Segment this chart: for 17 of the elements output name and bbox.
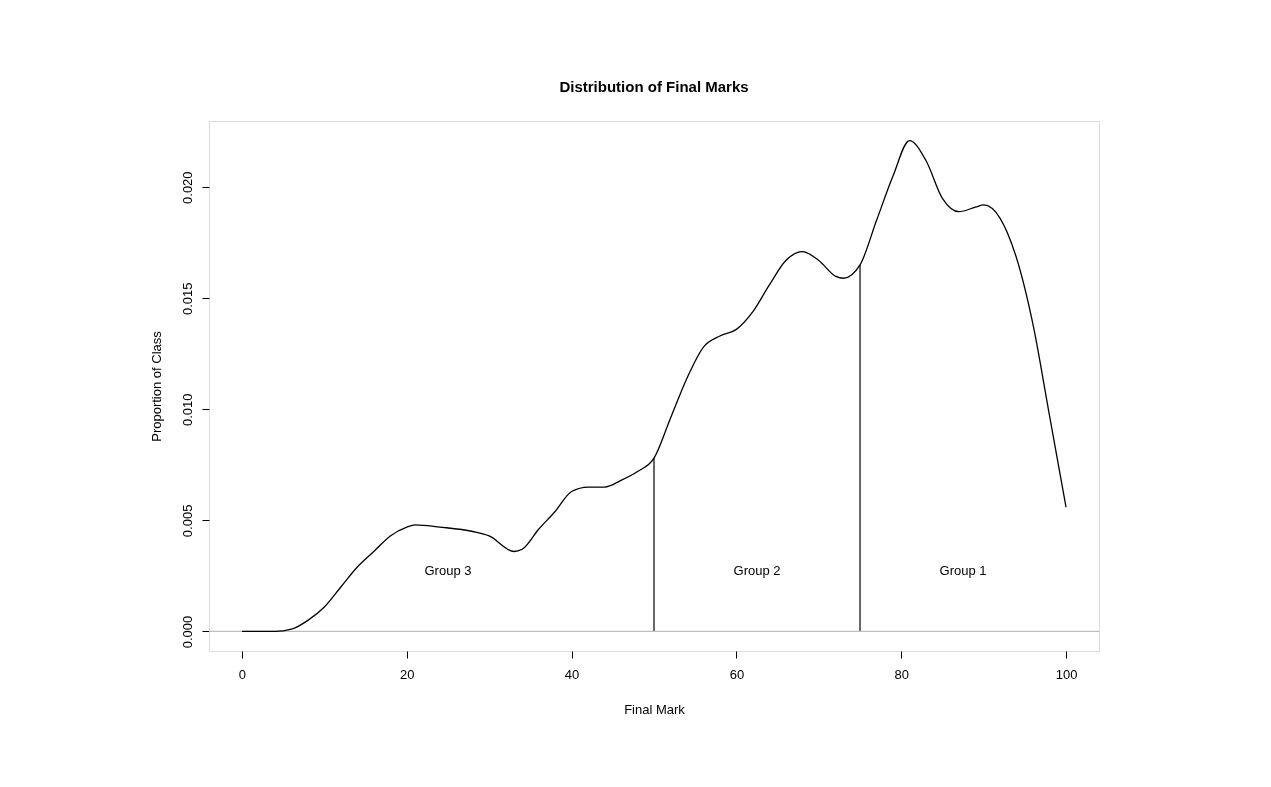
x-axis-title: Final Mark xyxy=(624,701,686,717)
annotation: Group 1 xyxy=(939,563,987,578)
annotation: Group 2 xyxy=(733,563,781,578)
y-axis-title: Proportion of Class xyxy=(148,330,164,442)
x-tick-label: 80 xyxy=(894,666,909,682)
y-tick-label: 0.010 xyxy=(179,393,195,427)
y-tick-label: 0.000 xyxy=(179,615,195,649)
x-tick-label: 20 xyxy=(400,666,415,682)
x-tick-label: 60 xyxy=(729,666,745,682)
x-tick-label: 40 xyxy=(564,666,580,682)
chart-title: Distribution of Final Marks xyxy=(559,78,749,95)
y-tick-label: 0.015 xyxy=(179,282,195,316)
y-tick-label: 0.020 xyxy=(179,171,195,204)
annotation: Group 3 xyxy=(424,563,472,578)
x-tick-label: 100 xyxy=(1055,666,1078,682)
y-tick-label: 0.005 xyxy=(179,504,195,538)
x-tick-label: 0 xyxy=(238,666,247,682)
